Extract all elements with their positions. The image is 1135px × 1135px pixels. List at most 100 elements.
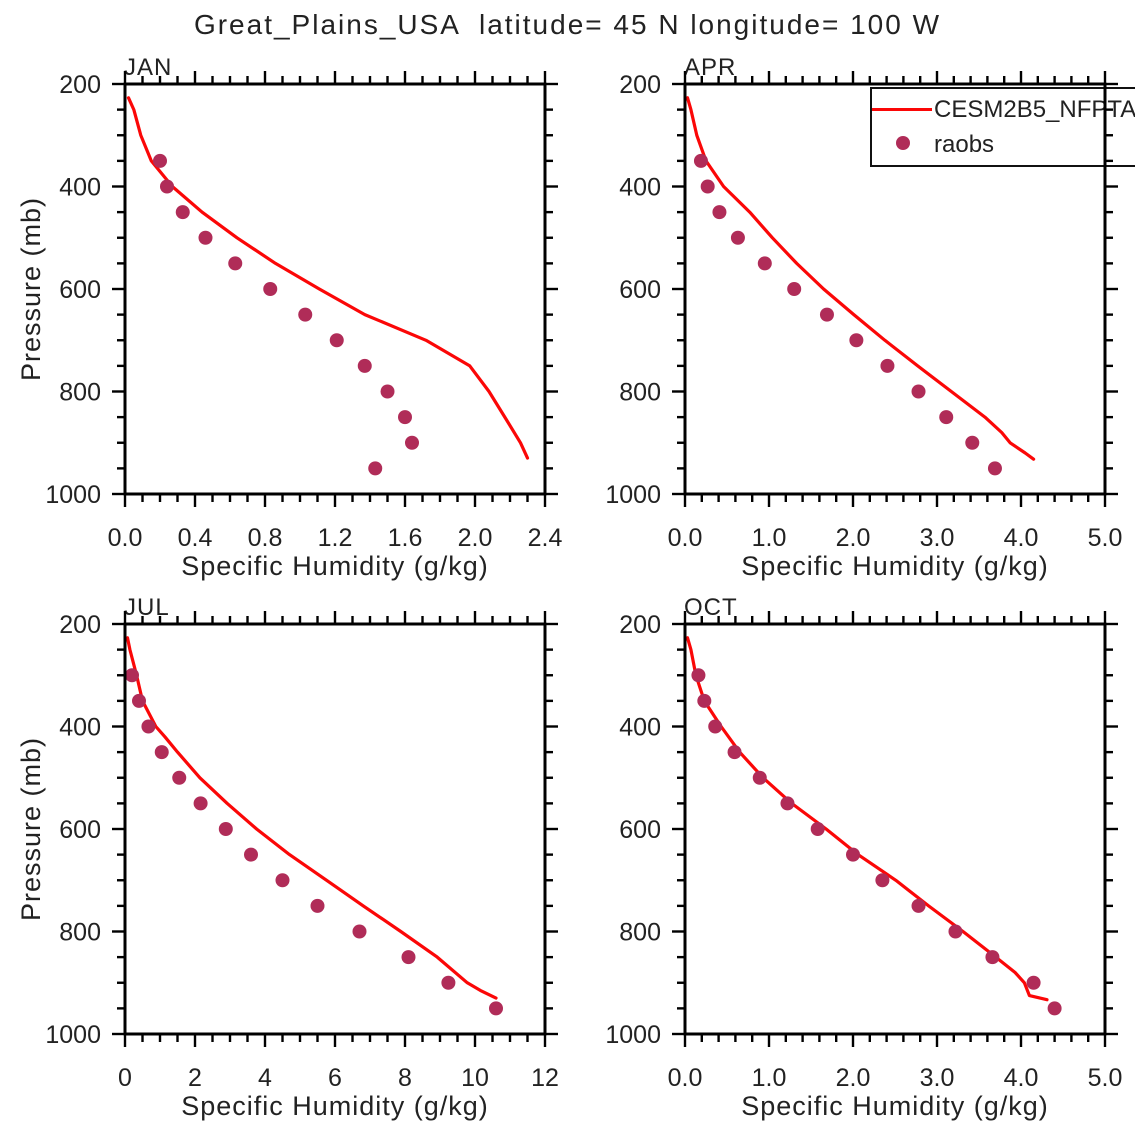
x-tick-label: 2.0 [458,524,493,552]
model-profile-line [685,96,1036,461]
panel-oct-x-axis-title: Specific Humidity (g/kg) [741,1091,1049,1121]
tick-labels: 0 2 4 6 8 10 12 200 400 600 800 1000 [45,611,559,1092]
x-tick-label: 2.4 [528,524,563,552]
raobs-dot [141,719,156,734]
model-profile-line [685,636,1049,1002]
raobs-dot [1026,975,1041,990]
x-tick-label: 3.0 [920,524,955,552]
raobs-dot [849,333,864,348]
raobs-dot [132,693,146,708]
x-tick-label: 2.0 [836,524,871,552]
raobs-dots [153,153,419,476]
raobs-dot [193,796,208,811]
panel-apr-x-axis-title: Specific Humidity (g/kg) [741,551,1049,581]
raobs-dots [691,668,1062,1016]
y-tick-label: 800 [59,379,101,407]
x-tick-label: 1.6 [388,524,423,552]
x-tick-label: 4 [258,1064,272,1092]
raobs-dot [198,230,213,245]
x-tick-label: 12 [531,1064,559,1092]
raobs-dot [175,205,190,220]
raobs-dot [708,719,723,734]
plot-border [123,82,547,496]
raobs-dot [275,873,290,888]
y-tick-label: 200 [619,71,661,99]
figure-title: Great_Plains_USA latitude= 45 N longitud… [193,9,942,40]
raobs-dot [244,847,258,862]
plot-border [123,622,547,1036]
raobs-dot [965,435,980,450]
raobs-dot [398,410,412,425]
tick-marks [672,611,1118,1047]
y-tick-label: 1000 [45,1021,101,1049]
y-axis-title-bottom-row: Pressure (mb) [16,736,46,922]
panel-apr-plot-area: 0.0 1.0 2.0 3.0 4.0 5.0 200 400 600 800 1000 [605,71,1122,552]
panel-jul: JUL 0 2 4 6 8 10 12 200 400 600 800 1000 Specific H… [45,594,559,1121]
raobs-dot [160,179,174,194]
raobs-dot [153,153,167,168]
tick-marks [112,611,558,1047]
raobs-dot [693,153,708,168]
raobs-dot [730,230,745,245]
raobs-dot [911,898,926,913]
y-tick-label: 600 [619,816,661,844]
raobs-dot [441,975,456,990]
y-tick-label: 800 [619,379,661,407]
x-tick-label: 1.0 [752,524,787,552]
panel-apr: APR 0.0 1.0 2.0 3.0 4.0 5.0 200 400 600 800 1000 S… [605,54,1122,581]
raobs-dot [987,461,1002,476]
raobs-dot [352,924,367,939]
raobs-dot [911,384,926,399]
raobs-dot [697,693,712,708]
x-tick-label: 2.0 [836,1064,871,1092]
legend-model-label: CESM2B5_NFPTAE [934,96,1135,123]
x-tick-label: 3.0 [920,1064,955,1092]
x-tick-label: 1.0 [752,1064,787,1092]
raobs-dot [310,898,325,913]
y-tick-label: 400 [59,174,101,202]
raobs-dot [700,179,715,194]
x-tick-label: 0.0 [668,524,703,552]
panel-jan-plot-area: 0.0 0.4 0.8 1.2 1.6 2.0 2.4 200 400 600 800 1000 [45,71,562,552]
y-tick-label: 600 [59,276,101,304]
panel-jul-month-label: JUL [124,594,170,621]
y-tick-label: 600 [619,276,661,304]
raobs-dot [263,282,278,296]
x-tick-label: 10 [461,1064,489,1092]
raobs-dot [228,256,243,271]
raobs-dot [357,358,372,373]
legend-model-line-swatch [872,108,932,111]
panel-oct-month-label: OCT [684,594,738,621]
raobs-dot [125,668,139,683]
raobs-dot [329,333,344,348]
x-tick-label: 6 [328,1064,342,1092]
x-tick-label: 0 [118,1064,132,1092]
raobs-dot [368,461,383,476]
raobs-dot [875,873,890,888]
y-tick-label: 800 [619,919,661,947]
tick-marks [112,71,558,507]
raobs-dot [298,307,313,322]
plot-border [683,82,1107,496]
raobs-dot [727,745,742,760]
raobs-dot [948,924,963,939]
y-axis-title-top-row: Pressure (mb) [16,196,46,382]
raobs-dots [125,668,503,1016]
panel-apr-month-label: APR [684,54,737,81]
tick-labels: 0.0 1.0 2.0 3.0 4.0 5.0 200 400 600 800 1000 [605,71,1122,552]
panel-jul-x-axis-title: Specific Humidity (g/kg) [181,1091,489,1121]
x-tick-label: 4.0 [1004,1064,1039,1092]
raobs-dot [218,822,233,836]
model-profile-line [125,636,498,1000]
x-tick-label: 5.0 [1088,1064,1123,1092]
legend-raobs-label: raobs [934,131,995,158]
raobs-dot [712,205,727,220]
x-tick-label: 0.0 [668,1064,703,1092]
raobs-dot [401,950,416,965]
raobs-dot [880,358,895,373]
x-tick-label: 0.8 [248,524,283,552]
raobs-dot [819,307,834,322]
raobs-dot [154,745,169,760]
y-tick-label: 1000 [605,481,661,509]
